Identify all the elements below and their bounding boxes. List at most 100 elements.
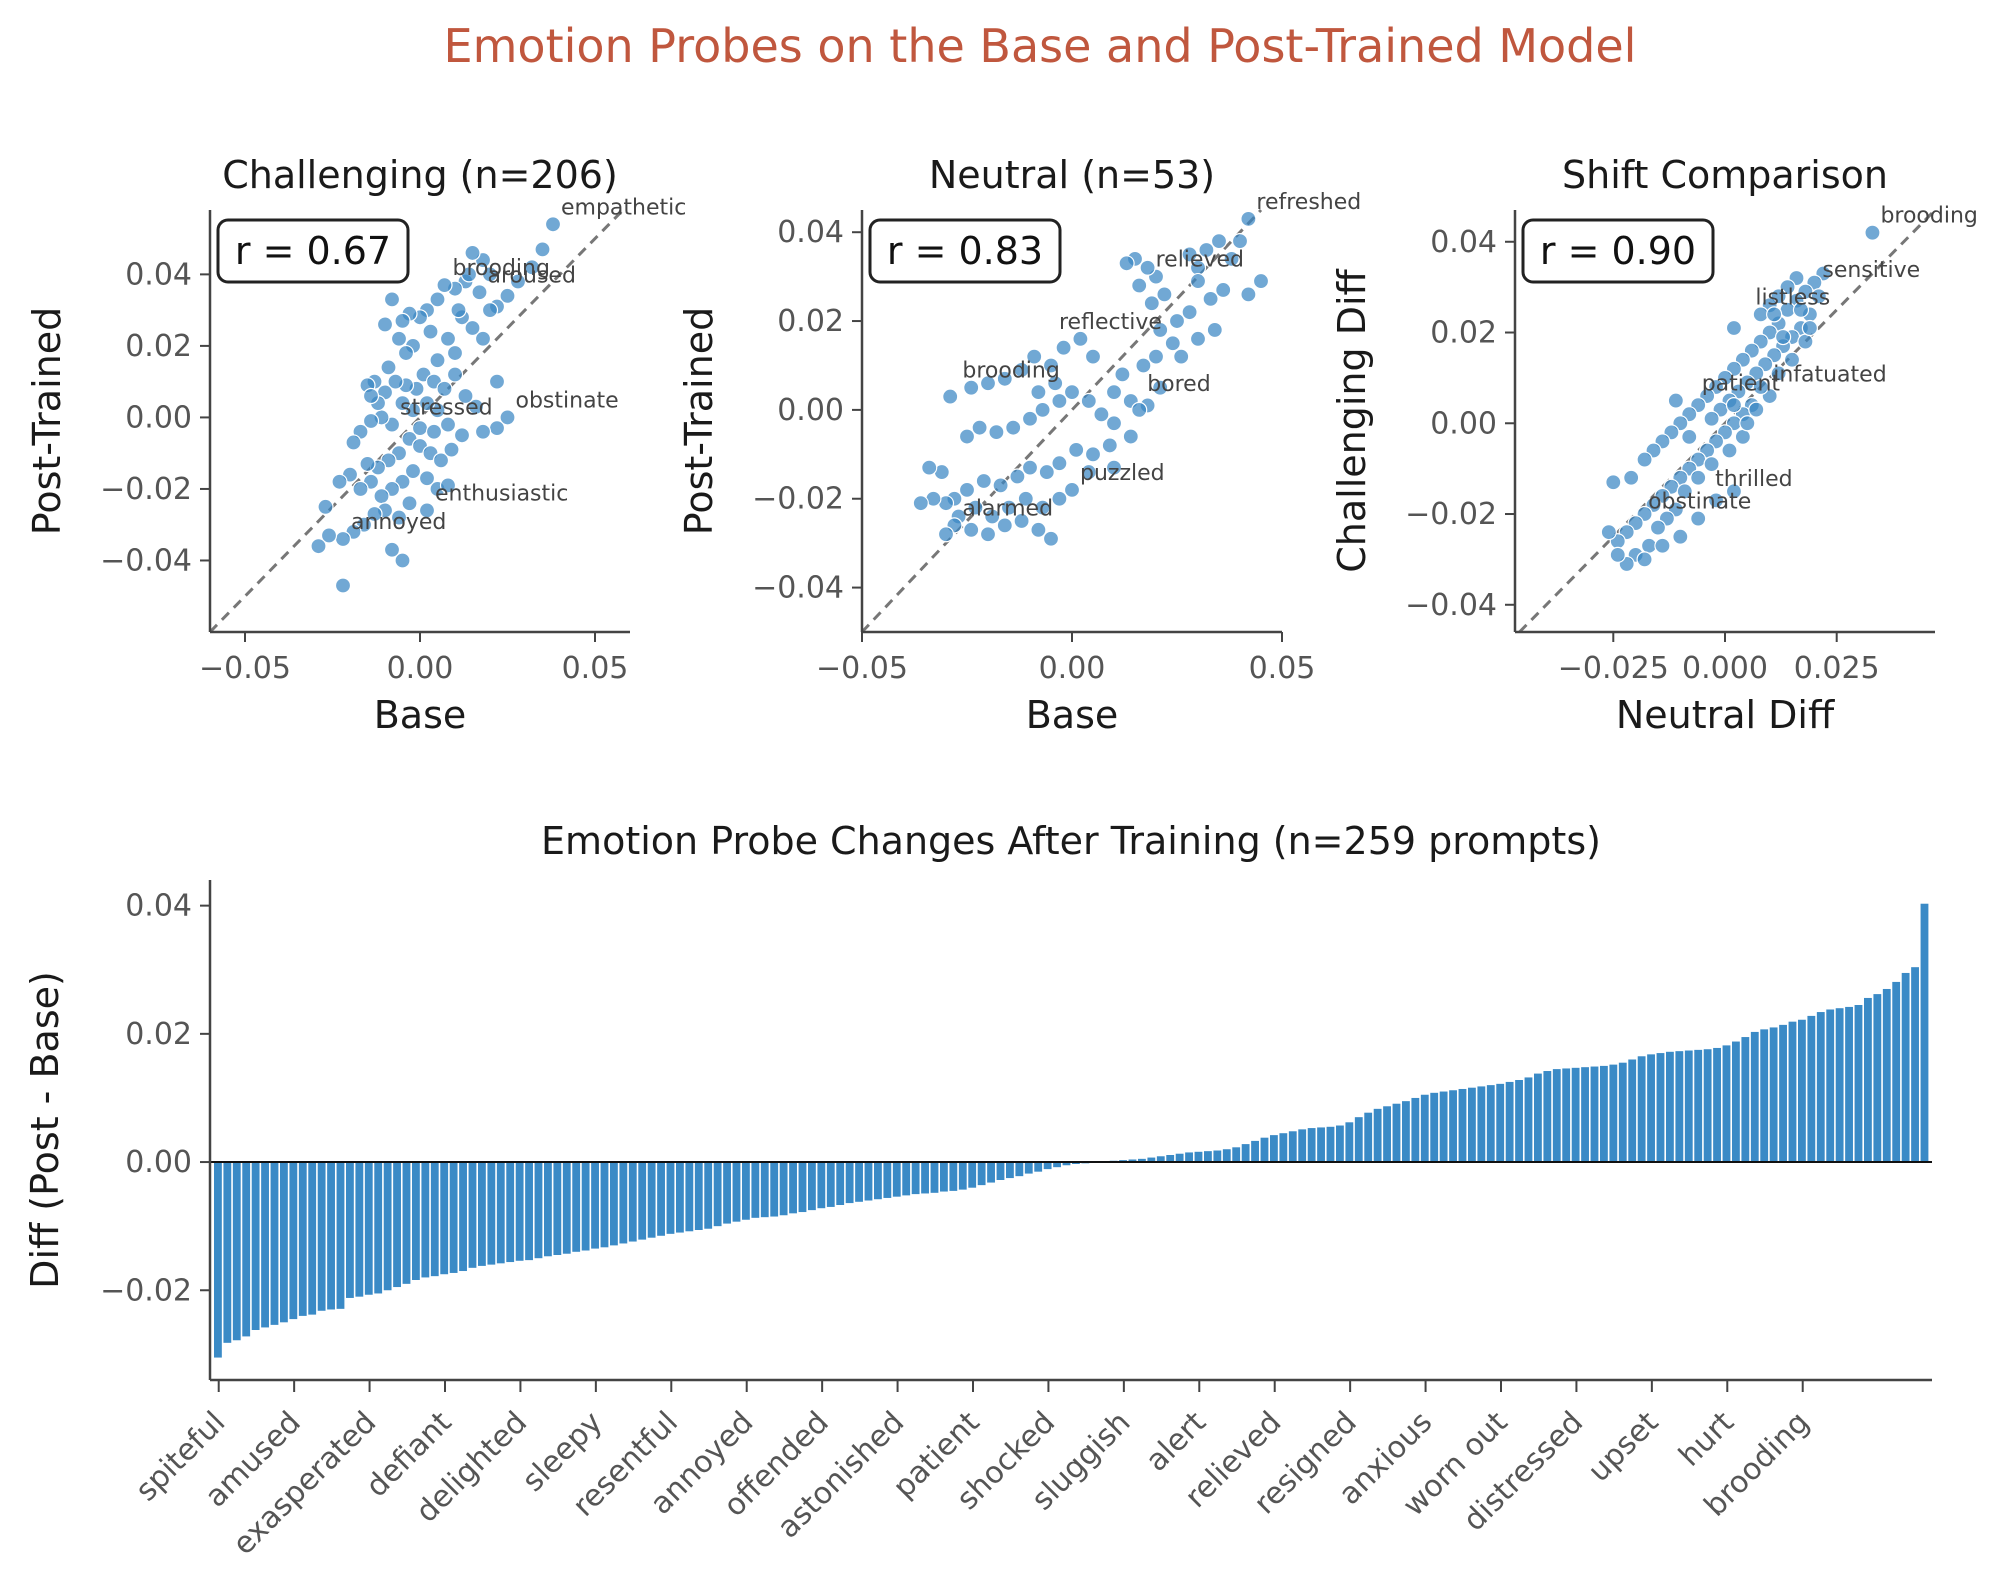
bar <box>1336 1125 1344 1163</box>
bar <box>779 1162 788 1216</box>
bar <box>364 1162 373 1295</box>
data-point <box>418 470 436 487</box>
data-point <box>1636 451 1653 468</box>
bar <box>1703 1049 1712 1163</box>
bar <box>544 1162 552 1257</box>
bar <box>1364 1112 1373 1163</box>
bar <box>383 1162 392 1291</box>
bar <box>1562 1068 1571 1163</box>
data-point <box>1636 551 1653 568</box>
correlation-value: r = 0.67 <box>235 229 391 273</box>
x-tick-label: 0.000 <box>1682 651 1768 686</box>
data-point <box>1672 528 1689 545</box>
data-point <box>1021 459 1039 476</box>
bar <box>506 1162 515 1263</box>
correlation-box <box>216 218 410 284</box>
bar <box>1675 1051 1684 1163</box>
x-tick-label: −0.05 <box>816 651 908 686</box>
y-tick-label: −0.02 <box>100 1273 192 1308</box>
data-point <box>988 424 1005 441</box>
bar <box>1496 1083 1505 1163</box>
point-annotation: empathetic <box>561 195 686 220</box>
bar <box>1128 1159 1137 1163</box>
data-point <box>1005 419 1022 436</box>
bar <box>789 1162 797 1214</box>
bar <box>1534 1073 1542 1163</box>
data-point <box>1156 286 1173 303</box>
bar <box>1024 1162 1033 1174</box>
data-point <box>1147 348 1165 365</box>
data-point <box>471 284 488 301</box>
point-annotation: obstinate <box>516 388 619 413</box>
bar <box>1722 1045 1731 1163</box>
point-annotation: alarmed <box>962 496 1053 521</box>
data-point <box>310 538 327 555</box>
data-point <box>1623 469 1640 486</box>
y-tick-label: 0.00 <box>125 400 192 435</box>
bar <box>996 1162 1005 1180</box>
data-point <box>1131 401 1148 418</box>
data-point <box>1017 490 1034 507</box>
data-point <box>1034 401 1051 418</box>
data-point <box>1042 357 1060 374</box>
data-point <box>1068 441 1085 458</box>
data-point <box>1609 546 1626 563</box>
data-point <box>1042 530 1060 547</box>
data-point <box>1801 319 1818 337</box>
scatter-panel-challenging: Challenging (n=206)empathetic broodingaro… <box>25 153 686 737</box>
data-point <box>967 499 984 516</box>
point-annotation: patient <box>1702 372 1781 397</box>
point-annotation: refreshed <box>1256 190 1361 215</box>
data-point <box>450 302 467 319</box>
data-point <box>523 259 541 276</box>
data-point <box>359 455 376 473</box>
bar <box>242 1162 251 1337</box>
y-tick-label: −0.02 <box>1405 497 1497 532</box>
data-point <box>1752 378 1769 396</box>
data-point <box>481 266 499 283</box>
data-point <box>394 395 411 412</box>
bar <box>468 1162 477 1268</box>
data-point <box>488 373 506 390</box>
data-point <box>1231 232 1249 250</box>
data-point <box>439 330 457 347</box>
data-point <box>1770 365 1787 382</box>
bar <box>1307 1128 1316 1163</box>
data-point <box>1721 442 1738 459</box>
bar <box>808 1162 816 1211</box>
bar <box>647 1162 656 1238</box>
y-axis-label: Post-Trained <box>25 307 69 535</box>
y-tick-label: −0.04 <box>100 543 192 578</box>
bar <box>393 1162 401 1288</box>
bar <box>459 1162 467 1272</box>
bar <box>1138 1158 1146 1163</box>
panel-title: Shift Comparison <box>1562 153 1888 197</box>
data-point <box>544 216 562 233</box>
y-tick-label: −0.04 <box>752 571 844 606</box>
data-point <box>1105 384 1123 401</box>
bar <box>760 1162 769 1218</box>
bar <box>214 1162 222 1358</box>
data-point <box>1725 397 1743 414</box>
bar <box>610 1162 618 1246</box>
bar <box>1732 1041 1740 1163</box>
data-point <box>1114 366 1131 383</box>
data-point <box>334 577 352 594</box>
bar <box>732 1162 741 1222</box>
data-point <box>1009 468 1026 485</box>
data-point <box>1063 481 1081 498</box>
data-point <box>963 379 980 396</box>
data-point <box>1792 301 1810 318</box>
data-point <box>429 352 446 369</box>
bar <box>251 1162 260 1330</box>
data-point <box>383 291 401 308</box>
point-annotation: brooding <box>453 256 550 281</box>
data-point <box>394 552 411 569</box>
data-point <box>1139 259 1156 276</box>
data-point <box>984 508 1001 525</box>
x-tick-label: 0.05 <box>1249 651 1316 686</box>
data-point <box>439 416 457 433</box>
bar <box>1185 1152 1193 1163</box>
bar <box>1354 1117 1363 1163</box>
data-point <box>1640 537 1658 554</box>
